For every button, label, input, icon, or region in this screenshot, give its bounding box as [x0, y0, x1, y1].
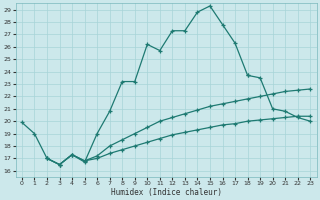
X-axis label: Humidex (Indice chaleur): Humidex (Indice chaleur) [111, 188, 221, 197]
